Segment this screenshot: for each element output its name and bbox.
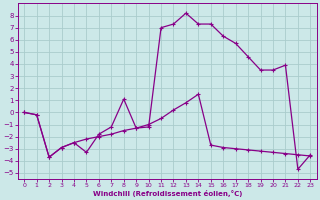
X-axis label: Windchill (Refroidissement éolien,°C): Windchill (Refroidissement éolien,°C): [92, 190, 242, 197]
